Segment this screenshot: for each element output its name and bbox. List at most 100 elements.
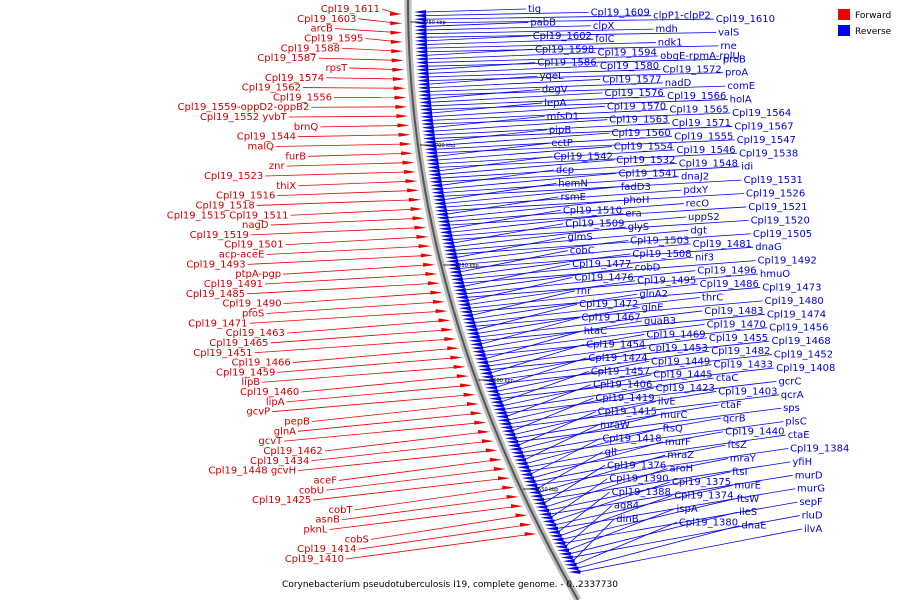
forward-connector xyxy=(298,180,414,187)
reverse-gene-label: Cpl19_1455 xyxy=(709,333,768,344)
reverse-feature xyxy=(558,551,571,556)
reverse-feature xyxy=(535,504,548,509)
reverse-connector xyxy=(424,38,594,45)
forward-connector xyxy=(285,236,425,246)
reverse-gene-label: gcrC xyxy=(778,376,801,387)
reverse-feature xyxy=(464,324,477,329)
reverse-feature xyxy=(528,490,541,495)
forward-connector xyxy=(277,357,459,373)
reverse-feature xyxy=(466,331,479,336)
forward-connector xyxy=(338,459,498,481)
reverse-feature xyxy=(436,215,449,220)
reverse-gene-label: ilvA xyxy=(804,524,822,535)
forward-gene-label: Cpl19_1588 xyxy=(281,43,340,54)
forward-gene-label: Cpl19_1516 xyxy=(216,191,275,202)
forward-connector xyxy=(249,310,444,324)
reverse-connector xyxy=(425,52,596,60)
reverse-feature xyxy=(537,508,550,513)
reverse-gene-label: Cpl19_1567 xyxy=(734,121,793,132)
reverse-feature xyxy=(414,42,427,47)
reverse-gene-label: idi xyxy=(741,162,753,173)
reverse-feature xyxy=(540,515,553,520)
reverse-feature xyxy=(453,288,466,293)
reverse-connector xyxy=(424,22,529,27)
reverse-connector xyxy=(500,370,589,403)
forward-connector xyxy=(311,440,490,462)
reverse-feature xyxy=(465,327,478,332)
reverse-feature xyxy=(549,533,562,538)
forward-feature xyxy=(392,77,405,81)
reverse-gene-label: Cpl19_1390 xyxy=(609,474,668,485)
forward-connector xyxy=(266,301,442,314)
reverse-gene-label: glt xyxy=(605,447,618,458)
reverse-connector xyxy=(449,213,624,233)
forward-gene-label: pknL xyxy=(303,525,327,536)
reverse-gene-label: aroH xyxy=(670,464,694,475)
reverse-gene-label: murG xyxy=(797,484,825,495)
reverse-connector xyxy=(552,481,670,522)
reverse-feature xyxy=(441,241,454,246)
reverse-gene-label: era xyxy=(625,209,641,220)
forward-feature xyxy=(474,420,487,425)
legend-reverse-swatch xyxy=(838,25,850,36)
reverse-connector xyxy=(458,246,754,269)
reverse-connector xyxy=(517,411,596,446)
forward-gene-label: lipB xyxy=(241,377,260,388)
reverse-connector xyxy=(424,15,652,20)
forward-connector xyxy=(341,496,515,521)
reverse-connector xyxy=(497,364,712,396)
reverse-feature xyxy=(483,382,496,387)
reverse-feature xyxy=(423,136,436,141)
reverse-feature xyxy=(420,114,433,119)
reverse-connector xyxy=(487,337,707,367)
forward-gene-label: Cpl19_1471 xyxy=(188,318,247,329)
reverse-connector xyxy=(426,58,721,67)
forward-gene-label: pfoS xyxy=(242,308,264,319)
reverse-connector xyxy=(427,82,663,92)
forward-feature xyxy=(408,197,421,202)
forward-connector xyxy=(256,199,417,206)
reverse-feature xyxy=(419,103,432,108)
reverse-gene-label: mfsD1 xyxy=(547,111,580,122)
forward-feature xyxy=(407,188,420,193)
reverse-connector xyxy=(438,162,677,179)
reverse-feature xyxy=(423,140,436,145)
forward-connector xyxy=(298,450,494,472)
reverse-connector xyxy=(505,384,592,418)
reverse-connector xyxy=(493,354,772,385)
forward-feature xyxy=(410,207,423,211)
forward-gene-label: Cpl19_1559-oppD2-oppB2 xyxy=(178,102,310,113)
forward-feature xyxy=(403,169,416,174)
reverse-connector xyxy=(428,85,726,96)
reverse-gene-label: Cpl19_1453 xyxy=(649,343,708,354)
reverse-gene-label: nadD xyxy=(665,78,692,89)
reverse-feature xyxy=(531,497,544,502)
reverse-connector xyxy=(533,444,726,483)
reverse-feature xyxy=(414,17,427,22)
reverse-gene-label: Cpl19_1609 xyxy=(591,7,650,18)
reverse-feature xyxy=(414,28,427,33)
forward-connector xyxy=(262,366,462,383)
scale-ticks: 1750 kbp 1700 kbp 1650 kbp 1600 kbp 1550 kbp xyxy=(410,20,558,493)
reverse-connector xyxy=(439,166,740,183)
forward-gene-label: cobS xyxy=(345,534,369,545)
legend-forward-swatch xyxy=(838,9,850,20)
reverse-connector xyxy=(442,179,742,197)
reverse-feature xyxy=(461,313,474,318)
forward-gene-label: Cpl19_1414 xyxy=(297,544,356,555)
reverse-gene-label: Cpl19_1474 xyxy=(767,309,826,320)
forward-connector xyxy=(254,338,453,354)
forward-gene-label: znr xyxy=(269,161,286,172)
reverse-connector xyxy=(425,48,533,56)
reverse-connector xyxy=(554,484,733,526)
forward-feature xyxy=(401,151,414,156)
scale-tick-label: 1700 kbp xyxy=(432,143,456,149)
forward-feature xyxy=(414,225,427,230)
reverse-feature xyxy=(555,544,568,549)
reverse-connector xyxy=(476,307,640,334)
reverse-connector xyxy=(511,397,594,432)
reverse-gene-label: thrC xyxy=(702,293,723,304)
reverse-connector xyxy=(463,266,633,291)
forward-feature xyxy=(460,383,473,388)
reverse-connector xyxy=(469,287,761,313)
